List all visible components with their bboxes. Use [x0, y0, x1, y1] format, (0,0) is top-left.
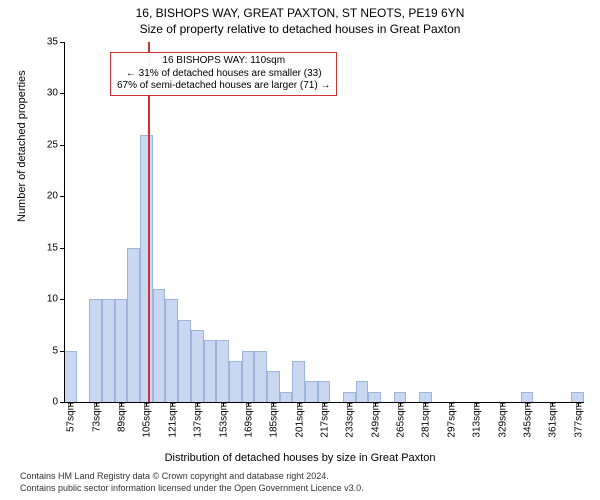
annotation-line: 67% of semi-detached houses are larger (… [117, 80, 330, 93]
x-tick-label: 265sqm [394, 402, 407, 438]
histogram-bar [267, 371, 280, 402]
histogram-bar [419, 392, 432, 402]
histogram-bar [216, 340, 229, 402]
histogram-bar [292, 361, 305, 402]
y-axis-line [64, 42, 65, 402]
histogram-bar [280, 392, 293, 402]
annotation-box: 16 BISHOPS WAY: 110sqm← 31% of detached … [110, 52, 337, 96]
chart-title-main: 16, BISHOPS WAY, GREAT PAXTON, ST NEOTS,… [0, 6, 600, 20]
histogram-bar [229, 361, 242, 402]
histogram-bar [571, 392, 584, 402]
x-tick-label: 153sqm [216, 402, 229, 438]
x-tick-label: 105sqm [140, 402, 153, 438]
histogram-bar [521, 392, 534, 402]
y-axis-label: Number of detached properties [16, 70, 28, 222]
x-tick-label: 313sqm [470, 402, 483, 438]
histogram-bar [368, 392, 381, 402]
histogram-bar [115, 299, 128, 402]
histogram-bar [305, 381, 318, 402]
plot-inner: 0510152025303557sqm73sqm89sqm105sqm121sq… [64, 42, 584, 402]
histogram-bar [356, 381, 369, 402]
x-tick-label: 201sqm [292, 402, 305, 438]
x-tick-label: 169sqm [241, 402, 254, 438]
histogram-bar [254, 351, 267, 402]
x-axis-label: Distribution of detached houses by size … [0, 452, 600, 464]
chart-container: 16, BISHOPS WAY, GREAT PAXTON, ST NEOTS,… [0, 0, 600, 500]
x-tick-label: 361sqm [546, 402, 559, 438]
x-tick-label: 121sqm [165, 402, 178, 438]
histogram-bar [89, 299, 102, 402]
histogram-bar [153, 289, 166, 402]
x-tick-label: 137sqm [191, 402, 204, 438]
x-tick-label: 185sqm [267, 402, 280, 438]
x-tick-label: 345sqm [520, 402, 533, 438]
chart-title-sub: Size of property relative to detached ho… [0, 22, 600, 36]
x-tick-label: 329sqm [495, 402, 508, 438]
histogram-bar [318, 381, 331, 402]
credits-line-2: Contains public sector information licen… [20, 483, 364, 494]
x-tick-label: 297sqm [444, 402, 457, 438]
plot-area: 0510152025303557sqm73sqm89sqm105sqm121sq… [64, 42, 584, 402]
histogram-bar [191, 330, 204, 402]
x-tick-label: 217sqm [318, 402, 331, 438]
annotation-line: 16 BISHOPS WAY: 110sqm [117, 55, 330, 68]
x-tick-label: 249sqm [368, 402, 381, 438]
x-tick-label: 89sqm [115, 402, 128, 432]
histogram-bar [140, 135, 153, 402]
x-tick-label: 377sqm [571, 402, 584, 438]
x-tick-label: 57sqm [64, 402, 77, 432]
histogram-bar [64, 351, 77, 402]
histogram-bar [394, 392, 407, 402]
credits-line-1: Contains HM Land Registry data © Crown c… [20, 471, 329, 482]
reference-line [148, 42, 150, 402]
y-axis-label-text: Number of detached properties [16, 70, 28, 222]
x-tick-label: 73sqm [89, 402, 102, 432]
histogram-bar [343, 392, 356, 402]
histogram-bar [204, 340, 217, 402]
x-tick-label: 281sqm [419, 402, 432, 438]
histogram-bar [102, 299, 115, 402]
histogram-bar [165, 299, 178, 402]
x-tick-label: 233sqm [343, 402, 356, 438]
histogram-bar [242, 351, 255, 402]
annotation-line: ← 31% of detached houses are smaller (33… [117, 68, 330, 81]
x-axis-line [64, 402, 584, 403]
histogram-bar [178, 320, 191, 402]
histogram-bar [127, 248, 140, 402]
